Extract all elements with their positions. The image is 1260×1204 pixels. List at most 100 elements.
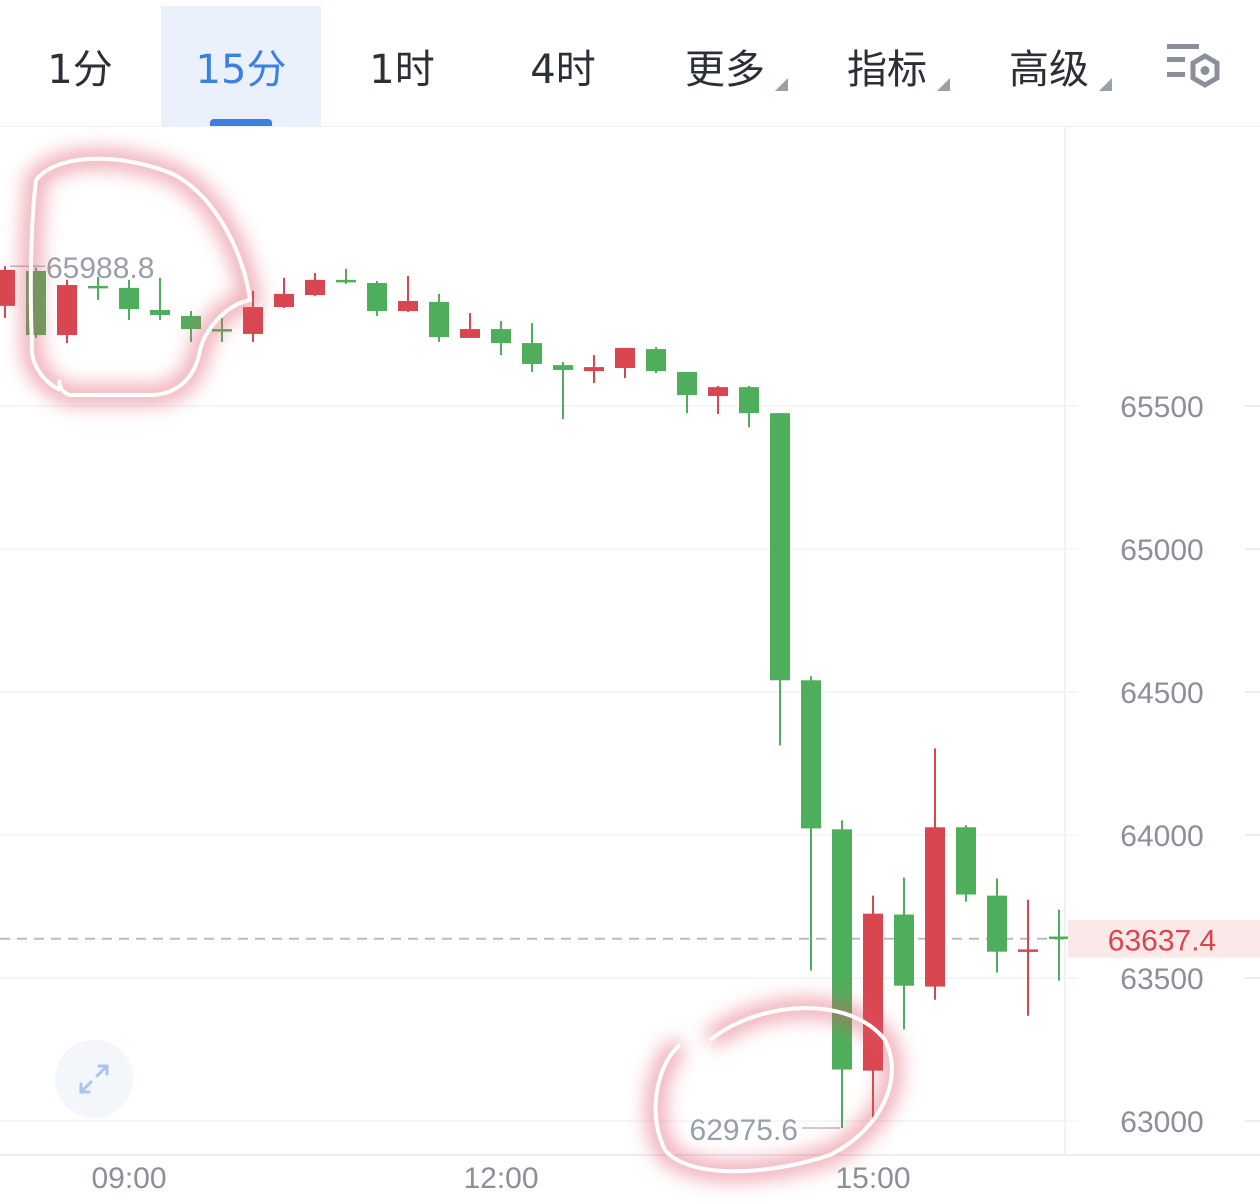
hand-drawn-annotations [19, 147, 903, 1183]
candle-body [801, 680, 821, 829]
candle [0, 266, 15, 318]
interval-toolbar: 1分 15分 1时 4时 更多 指标 高级 [0, 0, 1260, 127]
tab-15min[interactable]: 15分 [161, 6, 321, 126]
candle-body [181, 315, 201, 330]
y-tick-label: 63500 [1120, 963, 1203, 996]
candle [150, 277, 170, 320]
candle-body [336, 279, 356, 283]
candle [429, 293, 449, 342]
active-tab-indicator [210, 119, 272, 126]
y-tick-label: 64500 [1120, 677, 1203, 710]
dropdown-triangle-icon [775, 78, 788, 91]
x-tick-label: 15:00 [835, 1162, 910, 1195]
candle [553, 361, 573, 420]
candle-body [956, 827, 976, 895]
candle [460, 313, 480, 338]
tab-label: 高级 [1009, 47, 1089, 93]
candle-body [367, 283, 387, 312]
y-tick-label: 64000 [1120, 820, 1203, 853]
candle [522, 323, 542, 372]
fullscreen-button[interactable] [55, 1040, 133, 1118]
candle-body [584, 367, 604, 372]
tab-indicators[interactable]: 指标 [807, 6, 967, 126]
candle-body [274, 293, 294, 308]
candle [491, 321, 511, 356]
candle-body [615, 347, 635, 368]
current-price-badge [1068, 919, 1260, 958]
candle-body [1049, 936, 1069, 940]
tab-1min[interactable]: 1分 [0, 6, 160, 126]
dropdown-triangle-icon [1099, 78, 1112, 91]
tab-label: 4时 [530, 47, 596, 93]
tab-label: 指标 [847, 47, 927, 93]
tab-4hour[interactable]: 4时 [483, 6, 643, 126]
candle [708, 385, 728, 415]
candle-body [522, 343, 542, 364]
candle-body [243, 307, 263, 334]
expand-icon [79, 1064, 109, 1094]
candle-body [739, 387, 759, 414]
y-tick-label: 63000 [1120, 1106, 1203, 1139]
candle [987, 878, 1007, 973]
candle [367, 281, 387, 316]
candle [894, 877, 914, 1030]
candle-body [646, 349, 666, 372]
candle-body [925, 827, 945, 987]
candle [305, 273, 325, 296]
candle-body [677, 371, 697, 396]
candle-body [894, 914, 914, 986]
candle-body [150, 309, 170, 316]
tab-label: 1时 [369, 47, 435, 93]
candle-body [460, 329, 480, 338]
y-tick-label: 65500 [1120, 391, 1203, 424]
candle [88, 277, 108, 300]
max-price-label: 65988.8 [46, 252, 154, 285]
candle-body [491, 329, 511, 344]
candle [181, 311, 201, 342]
candle [119, 279, 139, 320]
tab-label: 15分 [195, 47, 287, 93]
candle [336, 268, 356, 284]
candle [57, 279, 77, 344]
candle [739, 385, 759, 428]
candle-body [398, 301, 418, 312]
candle-body [770, 413, 790, 681]
candle [1018, 899, 1038, 1016]
tab-1hour[interactable]: 1时 [322, 6, 482, 126]
tab-label: 更多 [685, 47, 765, 93]
x-tick-label: 09:00 [91, 1162, 166, 1195]
dropdown-triangle-icon [937, 78, 950, 91]
candle-body [88, 285, 108, 289]
candle-body [832, 829, 852, 1070]
tab-more[interactable]: 更多 [645, 6, 805, 126]
candle [925, 748, 945, 1000]
candle-body [708, 387, 728, 396]
candle [274, 277, 294, 308]
candle [832, 820, 852, 1128]
candle [615, 347, 635, 378]
candle-body [429, 301, 449, 338]
chart-settings-icon[interactable] [1165, 42, 1225, 92]
tab-label: 1分 [47, 47, 113, 93]
candle [398, 275, 418, 312]
candle [1049, 909, 1069, 981]
candle-body [57, 285, 77, 336]
y-tick-label: 65000 [1120, 534, 1203, 567]
min-price-label: 62975.6 [690, 1114, 798, 1147]
candle-body [0, 269, 15, 306]
candle [646, 347, 666, 374]
candle [956, 825, 976, 902]
candle-body [553, 365, 573, 370]
candle-body [1018, 949, 1038, 952]
candle [584, 355, 604, 384]
tab-advanced[interactable]: 高级 [969, 6, 1129, 126]
candle-body [987, 895, 1007, 952]
candle-body [305, 279, 325, 296]
candle [801, 676, 821, 971]
candle [770, 413, 790, 746]
x-tick-label: 12:00 [463, 1162, 538, 1195]
current-price-label: 63637.4 [1108, 925, 1216, 958]
candle [677, 371, 697, 414]
candle-body [119, 287, 139, 310]
